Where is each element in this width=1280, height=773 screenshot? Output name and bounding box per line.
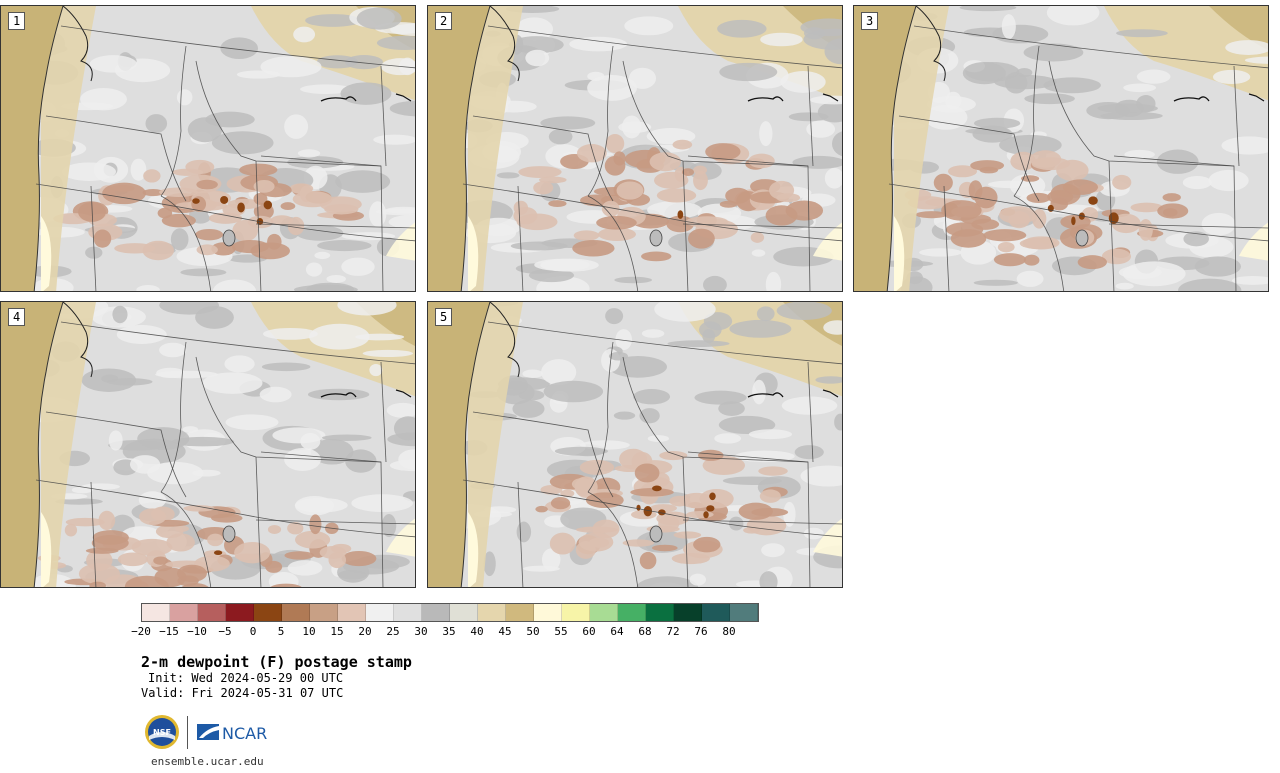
colorbar-tick-label: 35 <box>442 625 456 638</box>
colorbar-tick-label: 0 <box>249 625 257 638</box>
map-panel-2: 2 <box>427 5 843 292</box>
colorbar-tick-label: 25 <box>386 625 400 638</box>
colorbar-tick-label: 10 <box>302 625 316 638</box>
colorbar-tick-label: 50 <box>526 625 540 638</box>
colorbar-box <box>618 604 646 621</box>
ensemble-url: ensemble.ucar.edu <box>151 755 264 768</box>
colorbar-tick-label: 55 <box>554 625 568 638</box>
colorbar-tick-label: −20 <box>131 625 151 638</box>
colorbar-box <box>226 604 254 621</box>
colorbar-tick-label: 64 <box>610 625 624 638</box>
valid-time: Valid: Fri 2024-05-31 07 UTC <box>141 686 344 700</box>
colorbar-tick-label: 76 <box>694 625 708 638</box>
colorbar-box <box>646 604 674 621</box>
colorbar-tick-label: 30 <box>414 625 428 638</box>
svg-text:NCAR: NCAR <box>222 724 267 743</box>
colorbar-box <box>310 604 338 621</box>
panel-label: 5 <box>435 308 453 326</box>
colorbar-box <box>198 604 226 621</box>
colorbar-box <box>534 604 562 621</box>
dewpoint-map-2 <box>428 6 842 291</box>
map-panel-1: 1 <box>0 5 416 292</box>
map-panel-3: 3 <box>853 5 1269 292</box>
colorbar-box <box>562 604 590 621</box>
colorbar-box <box>422 604 450 621</box>
colorbar-box <box>170 604 198 621</box>
colorbar-box <box>254 604 282 621</box>
colorbar-tick-label: 68 <box>638 625 652 638</box>
panel-label: 1 <box>8 12 26 30</box>
map-panel-4: 4 <box>0 301 416 588</box>
map-title: 2-m dewpoint (F) postage stamp <box>141 653 412 671</box>
colorbar-tick-label: −10 <box>187 625 207 638</box>
logo-divider <box>187 716 188 749</box>
nsf-logo-icon: NSF <box>145 715 179 749</box>
colorbar-tick-label: 72 <box>666 625 680 638</box>
dewpoint-map-1 <box>1 6 415 291</box>
dewpoint-map-4 <box>1 302 415 587</box>
colorbar-box <box>730 604 758 621</box>
colorbar-tick-label: −15 <box>159 625 179 638</box>
svg-text:NSF: NSF <box>153 728 171 737</box>
colorbar-tick-label: 5 <box>277 625 285 638</box>
colorbar-tick-label: 20 <box>358 625 372 638</box>
colorbar-tick-label: 60 <box>582 625 596 638</box>
ncar-logo-icon: NCAR <box>197 724 267 743</box>
colorbar-box <box>366 604 394 621</box>
dewpoint-map-3 <box>854 6 1268 291</box>
dewpoint-map-5 <box>428 302 842 587</box>
colorbar-box <box>282 604 310 621</box>
colorbar-box <box>450 604 478 621</box>
colorbar-box <box>506 604 534 621</box>
colorbar-box <box>674 604 702 621</box>
init-time: Init: Wed 2024-05-29 00 UTC <box>148 671 344 685</box>
colorbar-tick-label: 80 <box>722 625 736 638</box>
colorbar-box <box>478 604 506 621</box>
map-panel-5: 5 <box>427 301 843 588</box>
panel-label: 2 <box>435 12 453 30</box>
colorbar-box <box>142 604 170 621</box>
panel-label: 4 <box>8 308 26 326</box>
colorbar <box>141 603 759 622</box>
colorbar-tick-label: −5 <box>218 625 232 638</box>
colorbar-box <box>702 604 730 621</box>
colorbar-box <box>590 604 618 621</box>
panel-label: 3 <box>861 12 879 30</box>
colorbar-box <box>338 604 366 621</box>
colorbar-tick-label: 40 <box>470 625 484 638</box>
colorbar-box <box>394 604 422 621</box>
colorbar-tick-label: 45 <box>498 625 512 638</box>
colorbar-tick-label: 15 <box>330 625 344 638</box>
